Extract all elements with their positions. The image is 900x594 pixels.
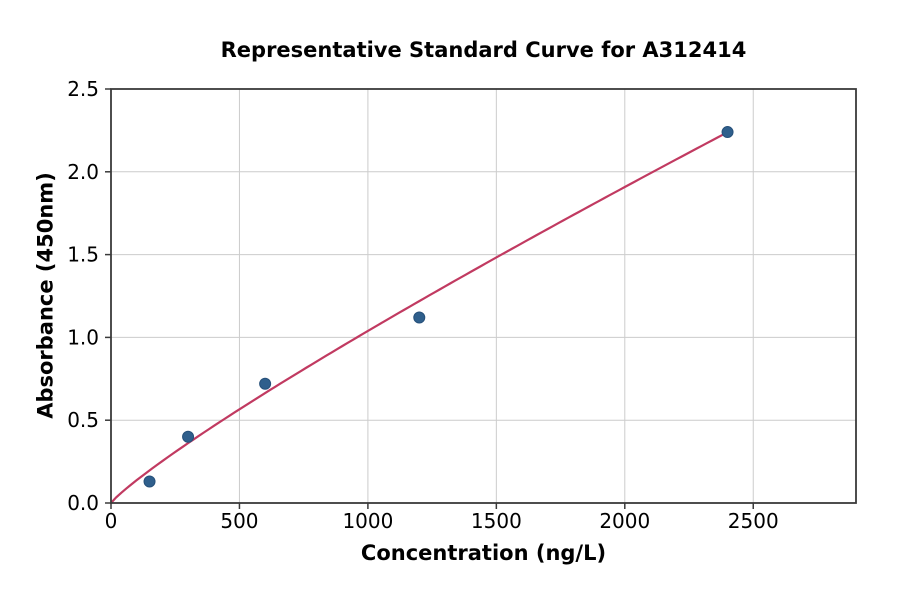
y-tick-label: 1.5 (67, 243, 99, 267)
x-tick-label: 500 (220, 509, 258, 533)
x-tick-label: 2500 (728, 509, 779, 533)
y-tick-label: 1.0 (67, 325, 99, 349)
fit-curve (109, 131, 729, 505)
x-axis-label: Concentration (ng/L) (360, 541, 607, 565)
x-tick-label: 1500 (471, 509, 522, 533)
x-tick-label: 2000 (599, 509, 650, 533)
y-tick-label: 2.5 (67, 77, 99, 101)
y-tick-label: 0.0 (67, 491, 99, 515)
chart-title: Representative Standard Curve for A31241… (220, 38, 747, 62)
data-point (259, 377, 272, 390)
data-point (143, 475, 156, 488)
x-tick-label: 1000 (342, 509, 393, 533)
data-point (721, 126, 734, 139)
y-tick-label: 0.5 (67, 408, 99, 432)
x-tick-label: 0 (105, 509, 118, 533)
y-tick-label: 2.0 (67, 160, 99, 184)
data-point (413, 311, 426, 324)
data-point (182, 430, 195, 443)
plot-frame (110, 88, 857, 504)
